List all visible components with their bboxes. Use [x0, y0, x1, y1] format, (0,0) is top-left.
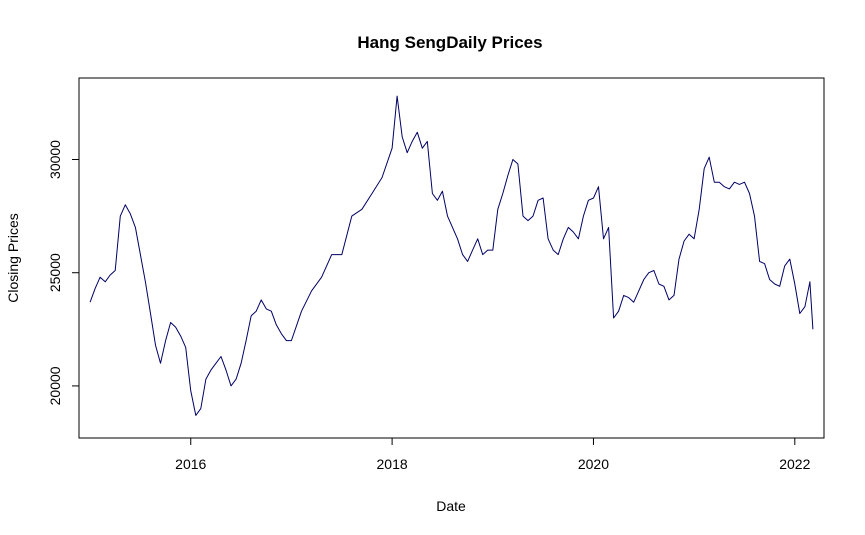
x-tick-label: 2020	[578, 456, 609, 472]
x-tick-label: 2022	[779, 456, 810, 472]
x-axis-label: Date	[436, 498, 466, 514]
x-axis: 2016 2018 2020 2022	[175, 437, 811, 472]
y-tick-label: 30000	[47, 140, 63, 179]
y-tick-label: 20000	[47, 366, 63, 405]
x-tick-label: 2018	[377, 456, 408, 472]
y-axis: 20000 25000 30000	[47, 140, 80, 405]
y-tick-label: 25000	[47, 253, 63, 292]
chart-title: Hang SengDaily Prices	[357, 33, 542, 52]
y-axis-label: Closing Prices	[5, 213, 21, 302]
plot-frame	[78, 77, 825, 439]
series-layer	[89, 95, 814, 416]
series-line-0	[89, 95, 814, 416]
x-tick-label: 2016	[175, 456, 206, 472]
